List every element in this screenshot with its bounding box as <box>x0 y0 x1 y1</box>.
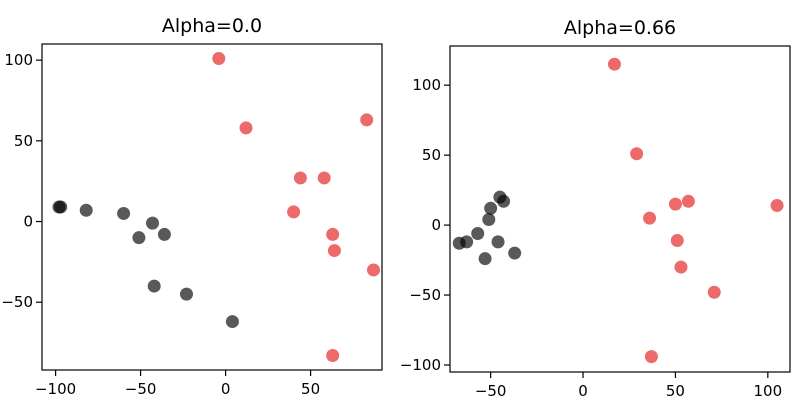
scatter-point <box>707 285 721 299</box>
scatter-point <box>79 203 93 217</box>
chart-title: Alpha=0.66 <box>564 17 676 39</box>
y-tick-label: −50 <box>409 286 441 304</box>
x-tick-label: −50 <box>475 382 507 400</box>
x-tick-label: 50 <box>666 382 685 400</box>
scatter-point <box>460 235 474 249</box>
scatter-point <box>157 227 171 241</box>
scatter-point <box>367 263 380 277</box>
scatter-point <box>770 199 784 213</box>
scatter-point <box>239 121 253 135</box>
plot-frame <box>449 45 791 373</box>
subplot-alpha-066: Alpha=0.66 −50 0 50 100 100 50 0 −50 −100 <box>400 17 791 400</box>
scatter-point <box>360 113 374 127</box>
scatter-point <box>146 216 159 230</box>
y-tick-label: 100 <box>4 51 33 69</box>
scatter-point <box>491 235 505 249</box>
scatter-point <box>225 315 239 329</box>
scatter-point <box>132 231 146 245</box>
y-tick-label: 50 <box>14 132 33 150</box>
scatter-point <box>212 52 226 66</box>
x-tick-label: −50 <box>125 380 157 398</box>
scatter-point <box>326 348 340 362</box>
scatter-point <box>180 287 193 301</box>
y-tick-label: −100 <box>400 356 441 374</box>
subplot-alpha-0: Alpha=0.0 −100 −50 0 50 100 50 0 −50 <box>1 15 383 398</box>
scatter-point <box>607 57 621 71</box>
plot-frame <box>41 43 383 371</box>
x-tick-label: 50 <box>301 380 320 398</box>
scatter-point <box>147 279 161 293</box>
scatter-point <box>644 350 658 364</box>
scatter-point <box>293 171 307 185</box>
scatter-point <box>674 260 688 274</box>
scatter-point <box>681 194 695 208</box>
scatter-point <box>497 194 511 208</box>
scatter-point <box>326 227 340 241</box>
x-tick-label: 100 <box>754 382 783 400</box>
scatter-point <box>478 252 492 266</box>
scatter-point <box>508 246 522 260</box>
scatter-point <box>471 226 485 240</box>
scatter-point <box>670 233 684 247</box>
chart-title: Alpha=0.0 <box>162 15 262 37</box>
y-tick-label: 100 <box>412 76 441 94</box>
y-tick-label: 50 <box>422 146 441 164</box>
y-tick-label: 0 <box>23 213 33 231</box>
x-tick-label: 0 <box>578 382 588 400</box>
scatter-point <box>54 200 68 214</box>
scatter-point <box>287 205 301 219</box>
scatter-point <box>668 197 682 211</box>
y-tick-label: 0 <box>431 216 441 234</box>
scatter-point <box>484 201 498 215</box>
y-tick-label: −50 <box>1 293 33 311</box>
scatter-point <box>117 206 131 220</box>
scatter-point <box>327 244 341 258</box>
scatter-point <box>630 147 644 161</box>
scatter-point <box>643 211 657 225</box>
x-tick-label: −100 <box>35 380 76 398</box>
x-tick-label: 0 <box>221 380 231 398</box>
scatter-point <box>317 171 331 185</box>
scatter-point <box>482 212 496 226</box>
